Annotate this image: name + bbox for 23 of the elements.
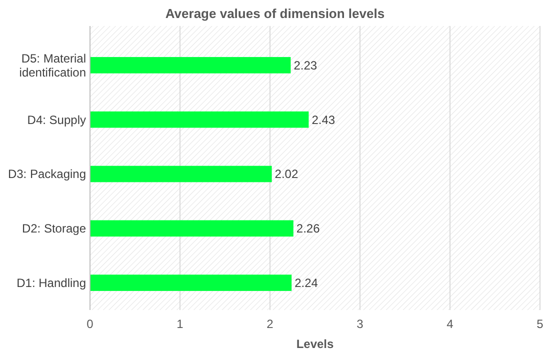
bar bbox=[90, 57, 291, 74]
data-label: 2.02 bbox=[274, 167, 298, 182]
x-tick-label: 4 bbox=[446, 317, 454, 331]
y-tick-label: D4: Supply bbox=[27, 112, 86, 127]
x-tick-label: 2 bbox=[266, 317, 274, 331]
y-tick-label: D3: Packaging bbox=[8, 167, 86, 182]
chart-title: Average values of dimension levels bbox=[165, 6, 385, 21]
y-tick-label: D2: Storage bbox=[22, 222, 86, 236]
bar bbox=[90, 111, 309, 128]
x-tick-label: 5 bbox=[536, 317, 544, 331]
x-axis-title: Levels bbox=[296, 337, 334, 351]
y-tick-label: D5: Material identification bbox=[19, 51, 86, 80]
data-label: 2.24 bbox=[294, 276, 318, 290]
x-tick-label: 0 bbox=[86, 317, 94, 331]
data-label: 2.26 bbox=[296, 222, 320, 236]
y-tick-label: D1: Handling bbox=[16, 276, 86, 290]
x-tick-label: 1 bbox=[176, 317, 184, 331]
bar bbox=[90, 166, 272, 182]
data-label: 2.23 bbox=[294, 58, 318, 72]
data-label: 2.43 bbox=[312, 112, 336, 127]
bar bbox=[90, 274, 292, 291]
bar bbox=[90, 220, 294, 237]
x-tick-label: 3 bbox=[356, 317, 364, 331]
